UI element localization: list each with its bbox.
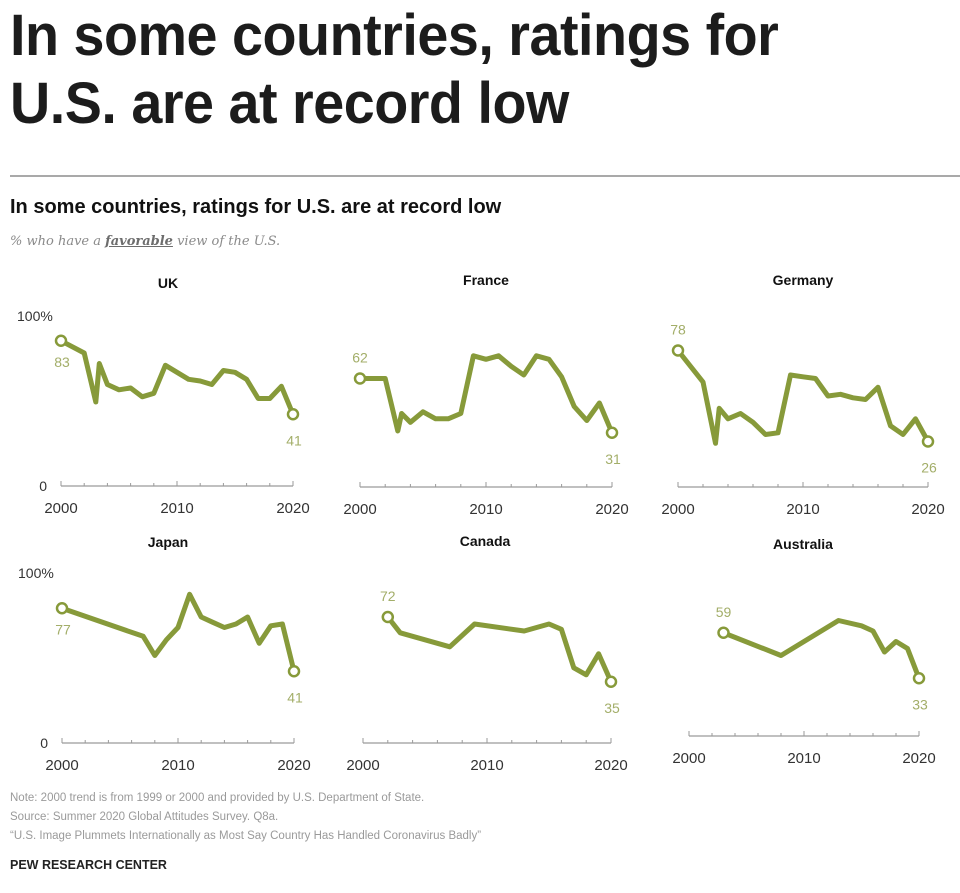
series-line-australia [721, 618, 922, 681]
start-point-germany [671, 344, 685, 357]
headline: In some countries, ratings for U.S. are … [10, 2, 932, 138]
end-point-australia [912, 672, 926, 685]
end-point-germany [921, 435, 935, 448]
x-tick-label-australia: 2020 [902, 750, 935, 767]
divider [10, 175, 960, 177]
start-value-label-australia: 59 [716, 604, 732, 620]
x-tick-label-germany: 2020 [911, 501, 944, 518]
end-value-label-australia: 33 [912, 696, 928, 712]
panel-title-australia: Australia [773, 536, 833, 552]
subtitle-suffix: view of the U.S. [172, 234, 281, 249]
x-tick-label-australia: 2010 [787, 750, 820, 767]
start-point-france [353, 372, 367, 385]
end-point-france [605, 426, 619, 439]
y-tick-label-100: 100% [17, 308, 53, 324]
series-line-japan [59, 591, 297, 674]
footer-source: Source: Summer 2020 Global Attitudes Sur… [10, 811, 279, 823]
panel-title-france: France [463, 272, 509, 288]
end-value-label-japan: 41 [287, 689, 303, 705]
panel-title-uk: UK [158, 275, 178, 291]
start-value-label-france: 62 [352, 350, 368, 366]
start-value-label-germany: 78 [670, 322, 686, 338]
x-tick-label-uk: 2020 [276, 500, 309, 517]
end-value-label-canada: 35 [604, 700, 620, 716]
x-tick-label-japan: 2010 [161, 757, 194, 774]
end-value-label-germany: 26 [921, 460, 937, 476]
headline-line-2: U.S. are at record low [10, 71, 569, 136]
brand-logo-text: PEW RESEARCH CENTER [10, 858, 167, 872]
y-tick-label-zero: 0 [39, 478, 47, 494]
x-tick-label-germany: 2010 [786, 501, 819, 518]
start-point-japan [55, 602, 69, 615]
x-tick-label-uk: 2010 [160, 500, 193, 517]
x-tick-label-france: 2000 [343, 501, 376, 518]
chart-subtitle: % who have a favorable view of the U.S. [10, 234, 280, 249]
end-point-canada [604, 675, 618, 688]
panel-title-germany: Germany [773, 272, 834, 288]
footer-note: Note: 2000 trend is from 1999 or 2000 an… [10, 792, 425, 804]
panel-title-canada: Canada [460, 533, 511, 549]
start-point-australia [717, 626, 730, 639]
y-tick-label-100: 100% [18, 565, 54, 581]
x-tick-label-france: 2010 [469, 501, 502, 518]
end-value-label-uk: 41 [286, 432, 302, 448]
x-tick-label-japan: 2000 [45, 757, 78, 774]
subtitle-emphasis: favorable [105, 234, 173, 249]
start-value-label-uk: 83 [54, 354, 70, 370]
footer-report-title: “U.S. Image Plummets Internationally as … [10, 830, 482, 842]
headline-line-1: In some countries, ratings for [10, 3, 779, 68]
x-tick-label-canada: 2000 [346, 757, 379, 774]
x-tick-label-canada: 2010 [470, 757, 503, 774]
start-value-label-japan: 77 [55, 621, 71, 637]
start-value-label-canada: 72 [380, 588, 396, 604]
series-line-france [357, 353, 615, 436]
x-tick-label-canada: 2020 [594, 757, 627, 774]
chart-title: In some countries, ratings for U.S. are … [10, 196, 502, 218]
end-point-uk [286, 408, 300, 421]
end-point-japan [287, 665, 301, 678]
panel-title-japan: Japan [148, 534, 188, 550]
x-tick-label-germany: 2000 [661, 501, 694, 518]
end-value-label-france: 31 [605, 451, 621, 467]
x-tick-label-france: 2020 [595, 501, 628, 518]
x-tick-label-japan: 2020 [277, 757, 310, 774]
start-point-canada [381, 610, 395, 624]
series-line-uk [58, 338, 296, 417]
x-tick-label-uk: 2000 [44, 500, 77, 517]
start-point-uk [54, 334, 68, 347]
subtitle-prefix: % who have a [10, 234, 106, 249]
y-tick-label-zero: 0 [40, 735, 48, 751]
series-line-germany [675, 348, 931, 446]
series-line-canada [385, 614, 614, 685]
x-tick-label-australia: 2000 [672, 750, 705, 767]
